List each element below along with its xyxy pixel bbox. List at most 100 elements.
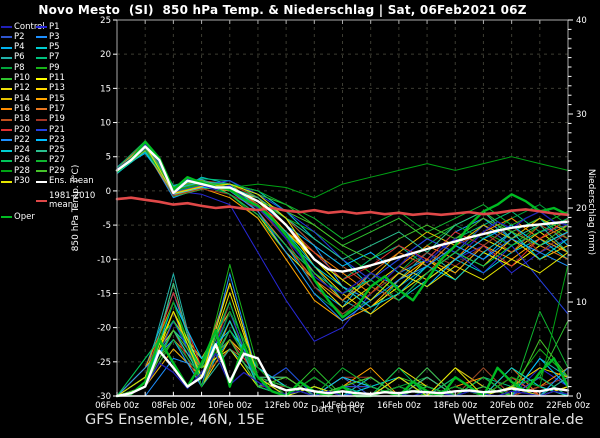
date-tick-label: 18Feb 00z: [433, 401, 477, 411]
date-tick-label: 06Feb 00z: [95, 401, 139, 411]
legend-item-label: P19: [49, 114, 65, 125]
legend-item-oper: Oper: [1, 212, 35, 222]
date-tick-label: 12Feb 00z: [264, 401, 308, 411]
date-tick-label: 16Feb 00z: [377, 401, 421, 411]
legend-color-swatch: [36, 46, 47, 49]
legend-item-ens-mean: Ens. mean: [36, 177, 94, 187]
legend-item-label: P28: [14, 165, 30, 176]
legend-item-label: P4: [14, 42, 25, 53]
legend-color-swatch: [36, 159, 47, 162]
legend-item-p16: P16: [1, 104, 30, 114]
x-axis-label: Date (UTC): [311, 404, 363, 415]
legend-item-label: P29: [49, 165, 65, 176]
legend-item-p24: P24: [1, 146, 30, 156]
legend-item-p9: P9: [36, 63, 60, 73]
member-temp-line-P24: [116, 151, 569, 308]
legend-item-p1: P1: [36, 22, 60, 32]
member-temp-line-P26: [116, 140, 569, 301]
chart-title: Novo Mesto (SI) 850 hPa Temp. & Niedersc…: [38, 3, 527, 17]
legend-item-p11: P11: [36, 74, 65, 84]
site-credit-text: Wetterzentrale.de: [453, 412, 584, 428]
precip-tick-label: 40: [576, 16, 587, 26]
legend-item-label: P26: [14, 155, 30, 166]
oper-precip-line: [115, 329, 570, 398]
temp-tick-label: 20: [100, 50, 111, 60]
climate-mean-line: [115, 196, 570, 217]
legend-item-p22: P22: [1, 135, 30, 145]
legend-item-p27: P27: [36, 156, 65, 166]
legend-item-label: P16: [14, 103, 30, 114]
legend-color-swatch: [36, 149, 47, 152]
legend-item-p28: P28: [1, 166, 30, 176]
legend-item-label: P30: [14, 176, 30, 186]
temp-tick-label: -15: [97, 289, 111, 299]
legend-item-label: P14: [14, 93, 30, 104]
legend-item-p15: P15: [36, 94, 65, 104]
legend-color-swatch: [1, 180, 12, 183]
legend-item-p26: P26: [1, 156, 30, 166]
legend-item-p10: P10: [1, 74, 30, 84]
legend-item-label: P18: [14, 114, 30, 125]
ensemble-mean-precip-line: [115, 343, 570, 398]
legend-item-label: P22: [14, 134, 30, 145]
legend-color-swatch: [1, 108, 12, 111]
precip-tick-label: 30: [576, 110, 587, 120]
member-precip-line-P27: [116, 310, 569, 397]
precip-tick-label: 20: [576, 204, 587, 214]
legend-item-label: Ens. mean: [49, 176, 94, 186]
legend-item-label: P10: [14, 73, 30, 83]
legend-item-label: P9: [49, 62, 60, 73]
legend-color-swatch: [1, 170, 12, 173]
date-tick-label: 20Feb 00z: [490, 401, 534, 411]
legend-item-p18: P18: [1, 115, 30, 125]
legend-item-label: P24: [14, 145, 30, 156]
legend-item-label: P17: [49, 103, 65, 114]
legend-item-p13: P13: [36, 84, 65, 94]
legend-color-swatch: [1, 56, 12, 59]
date-tick-label: 08Feb 00z: [151, 401, 195, 411]
legend-item-control: Control: [1, 22, 45, 32]
legend-item-label: P20: [14, 124, 30, 135]
legend-color-swatch: [36, 56, 47, 59]
legend-color-swatch: [1, 77, 12, 80]
member-temp-line-P23: [116, 145, 569, 288]
member-temp-line-P28: [116, 146, 569, 199]
legend-color-swatch: [36, 26, 47, 28]
legend-color-swatch: [1, 46, 12, 49]
member-temp-line-P27: [116, 149, 569, 240]
legend-item-label: P11: [49, 73, 65, 83]
legend-item-label: P2: [14, 31, 25, 42]
legend-color-swatch: [36, 98, 47, 101]
legend-item-p30: P30: [1, 177, 30, 187]
legend-item-p7: P7: [36, 53, 60, 63]
legend-color-swatch: [1, 98, 12, 101]
legend-color-swatch: [36, 170, 47, 173]
legend-color-swatch: [1, 36, 12, 39]
temp-tick-label: -20: [97, 324, 111, 334]
legend-color-swatch: [1, 129, 12, 131]
legend-color-swatch: [1, 67, 12, 70]
legend-item-label: P25: [49, 145, 65, 156]
date-tick-label: 22Feb 00z: [546, 401, 590, 411]
legend-item-p12: P12: [1, 84, 30, 94]
date-tick-label: 10Feb 00z: [208, 401, 252, 411]
temp-tick-label: 0: [106, 187, 111, 197]
legend-item-label: P15: [49, 93, 65, 104]
legend-item-p2: P2: [1, 32, 25, 42]
legend-color-swatch: [1, 87, 12, 90]
temp-tick-label: -30: [97, 392, 111, 402]
temp-tick-label: 5: [106, 153, 111, 163]
legend-color-swatch: [36, 77, 47, 80]
legend-color-swatch: [36, 129, 47, 131]
legend-item-p29: P29: [36, 166, 65, 176]
legend-item-1981-2010-mean: 1981-2010 mean: [36, 192, 101, 210]
legend-item-p25: P25: [36, 146, 65, 156]
legend-color-swatch: [36, 180, 47, 183]
temp-tick-label: -10: [97, 255, 111, 265]
legend-item-p8: P8: [1, 63, 25, 73]
legend-item-p23: P23: [36, 135, 65, 145]
legend-color-swatch: [36, 200, 47, 202]
legend-color-swatch: [36, 108, 47, 111]
legend-item-label: P8: [14, 62, 25, 73]
